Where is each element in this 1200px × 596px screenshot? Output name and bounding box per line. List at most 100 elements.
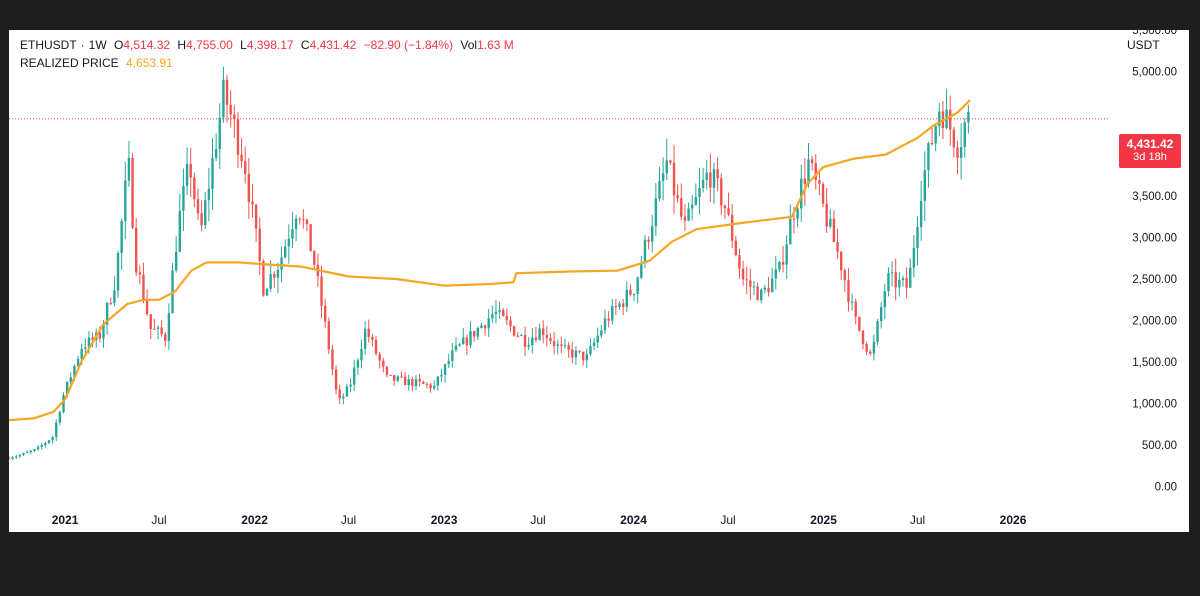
candle-body xyxy=(756,286,759,301)
candle-body xyxy=(385,366,389,375)
candle-body xyxy=(578,350,581,352)
y-axis: 0.00 500.00 1,000.00 1,500.00 2,000.00 2,500.… xyxy=(1132,30,1177,494)
candle-body xyxy=(745,279,748,281)
candle-body xyxy=(676,195,679,199)
close-value: 4,431.42 xyxy=(309,38,357,52)
candle-body xyxy=(262,261,265,296)
candle-body xyxy=(174,251,178,271)
candle-body xyxy=(592,342,596,347)
candle-body xyxy=(632,294,636,296)
candle-body xyxy=(189,163,192,178)
candle-body xyxy=(781,261,785,265)
candle-body xyxy=(294,218,298,230)
candle-body xyxy=(436,376,440,386)
symbol-label[interactable]: ETHUSDT xyxy=(20,38,77,52)
indicator-legend: REALIZED PRICE 4,653.91 xyxy=(20,56,177,70)
candle-body xyxy=(15,456,18,458)
candle-body xyxy=(451,350,454,362)
candle-body xyxy=(105,302,109,325)
candle-body xyxy=(273,274,276,278)
candle-body xyxy=(69,377,72,382)
candle-body xyxy=(505,315,509,321)
y-tick-label: 1,000.00 xyxy=(1132,399,1177,411)
open-label: O xyxy=(114,38,124,52)
candle-body xyxy=(349,384,352,387)
candle-body xyxy=(62,395,65,413)
x-tick-label: 2026 xyxy=(1000,513,1027,527)
candle-body xyxy=(363,328,367,349)
candle-body xyxy=(491,314,494,319)
candle-body xyxy=(65,381,69,396)
candle-body xyxy=(374,339,378,354)
indicator-name[interactable]: REALIZED PRICE xyxy=(20,56,119,70)
x-tick-label: Jul xyxy=(151,513,166,527)
candle-body xyxy=(654,198,658,227)
candle-body xyxy=(36,446,40,450)
candle-body xyxy=(741,268,745,280)
candle-body xyxy=(323,305,327,322)
candle-body xyxy=(429,384,432,389)
candle-body xyxy=(523,335,527,347)
candle-body xyxy=(854,301,857,317)
candle-body xyxy=(621,303,625,307)
candle-body xyxy=(512,326,516,336)
candle-body xyxy=(443,364,447,375)
candle-body xyxy=(25,452,29,454)
candle-body xyxy=(821,183,825,204)
candle-body xyxy=(91,337,94,341)
candle-body xyxy=(462,337,465,345)
interval-label[interactable]: 1W xyxy=(88,38,107,52)
y-tick-label: 5,500.00 xyxy=(1132,30,1177,37)
candle-body xyxy=(251,201,254,205)
candle-body xyxy=(574,350,578,358)
low-label: L xyxy=(240,38,247,52)
candle-body xyxy=(113,290,116,304)
candle-body xyxy=(829,218,832,227)
candle-body xyxy=(927,142,930,171)
candle-body xyxy=(640,263,643,278)
volume-label: Vol xyxy=(460,38,478,52)
candle-body xyxy=(694,197,698,205)
candle-body xyxy=(145,300,149,315)
candle-body xyxy=(47,440,51,444)
candle-body xyxy=(87,337,91,348)
candle-body xyxy=(182,185,185,211)
candle-body xyxy=(879,307,883,322)
candle-body xyxy=(367,328,370,337)
candle-body xyxy=(44,443,47,446)
axis-unit-label[interactable]: USDT xyxy=(1127,38,1160,52)
candle-body xyxy=(116,253,120,291)
candle-body xyxy=(850,301,854,303)
candle-body xyxy=(865,344,868,352)
candle-body xyxy=(589,346,592,355)
candle-body xyxy=(738,255,741,269)
candle-body xyxy=(596,335,599,343)
candle-body xyxy=(734,240,738,256)
candle-body xyxy=(774,269,777,279)
candle-body xyxy=(502,309,505,316)
candle-body xyxy=(338,389,341,399)
y-tick-label: 0.00 xyxy=(1155,482,1177,494)
candle-body xyxy=(727,208,730,215)
candle-body xyxy=(73,365,76,378)
candle-body xyxy=(447,361,450,365)
candle-body xyxy=(712,169,716,188)
candle-body xyxy=(825,203,828,227)
candle-body xyxy=(185,163,189,186)
candle-body xyxy=(487,318,490,329)
candle-body xyxy=(18,455,22,457)
y-tick-label: 5,000.00 xyxy=(1132,67,1177,79)
candle-body xyxy=(342,396,345,399)
candle-body xyxy=(869,351,872,354)
x-tick-label: Jul xyxy=(910,513,925,527)
candle-body xyxy=(618,303,621,308)
candle-body xyxy=(698,187,701,198)
candle-body xyxy=(585,354,589,361)
candle-body xyxy=(767,287,770,293)
candle-body xyxy=(534,337,538,341)
candle-body xyxy=(636,277,639,295)
candle-body xyxy=(211,157,214,189)
candle-body xyxy=(382,360,385,367)
candle-body xyxy=(494,311,498,315)
candle-body xyxy=(949,109,952,130)
